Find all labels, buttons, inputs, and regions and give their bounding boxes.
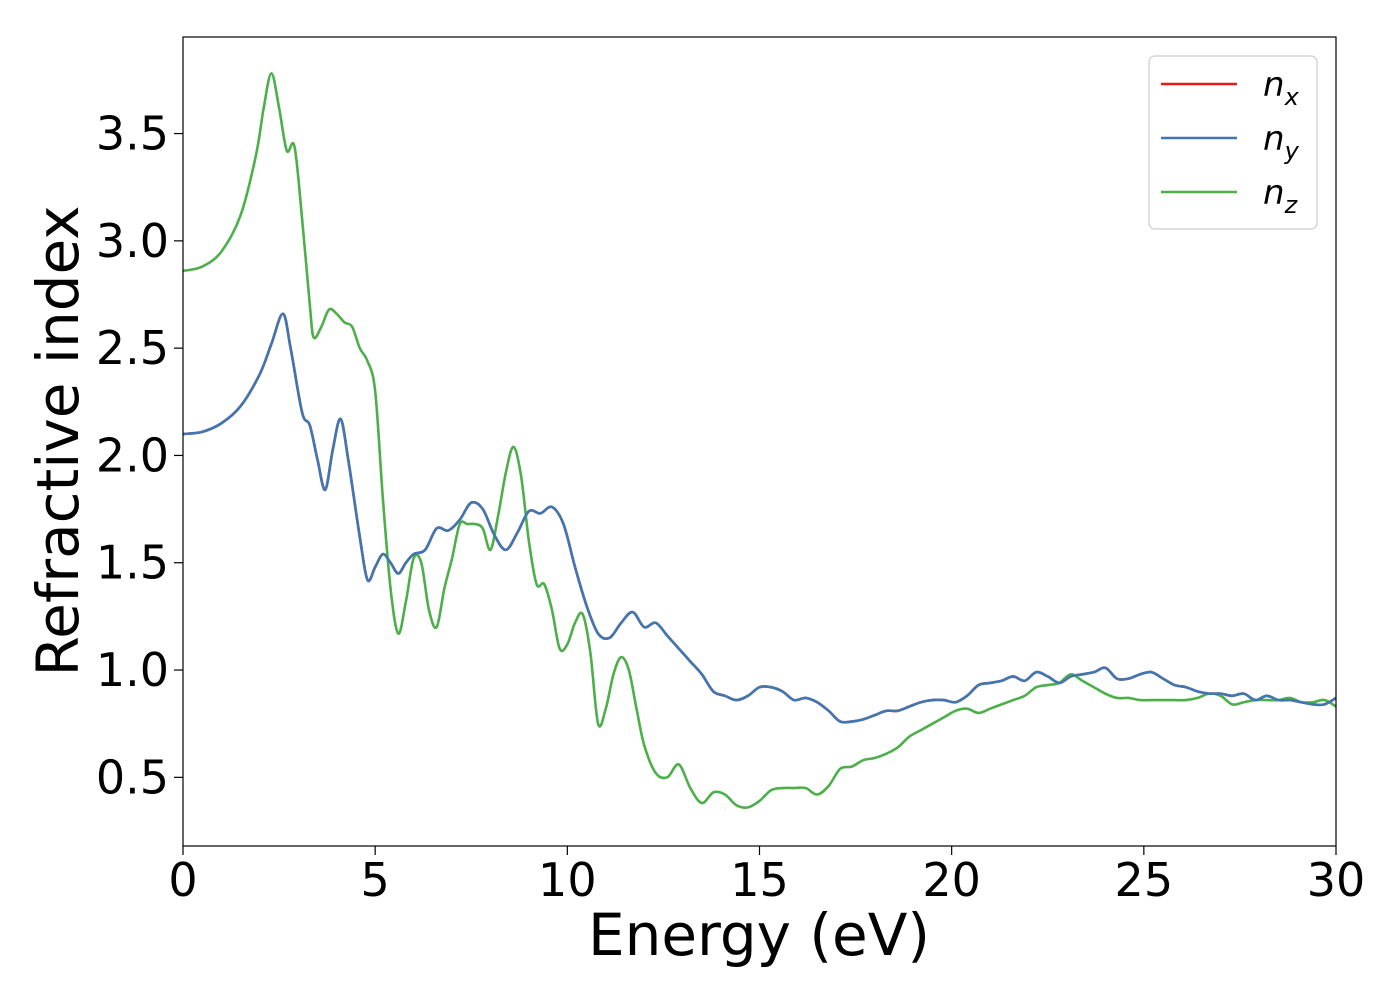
legend: nx ny nz — [1148, 55, 1318, 230]
legend-label-n-y: ny — [1263, 119, 1300, 165]
y-tick-label: 2.5 — [96, 321, 169, 375]
legend-label-n-x: nx — [1263, 65, 1300, 111]
legend-box — [1148, 55, 1318, 230]
x-tick-label: 25 — [1115, 853, 1174, 907]
series-line-n-z — [183, 72, 1336, 809]
x-tick-label: 15 — [730, 853, 789, 907]
x-tick-label: 20 — [922, 853, 981, 907]
x-tick-label: 10 — [538, 853, 597, 907]
legend-label-n-z: nz — [1263, 173, 1299, 219]
y-axis-title: Refractive index — [24, 205, 92, 676]
y-tick-label: 1.5 — [96, 536, 169, 590]
series-line-n-y — [183, 312, 1336, 724]
y-tick-label: 2.0 — [96, 428, 169, 482]
y-tick-label: 0.5 — [96, 750, 169, 804]
y-tick-label: 1.0 — [96, 643, 169, 697]
x-axis-title: Energy (eV) — [588, 901, 930, 969]
x-axis-ticks: 0 5 10 15 20 25 30 — [168, 846, 1365, 907]
x-tick-label: 0 — [168, 853, 197, 907]
y-axis-ticks: 0.5 1.0 1.5 2.0 2.5 3.0 3.5 — [96, 107, 183, 804]
y-tick-label: 3.0 — [96, 214, 169, 268]
y-tick-label: 3.5 — [96, 107, 169, 161]
x-tick-label: 30 — [1307, 853, 1366, 907]
series-lines — [183, 72, 1336, 809]
x-tick-label: 5 — [361, 853, 390, 907]
plot-area-frame — [182, 36, 1337, 847]
